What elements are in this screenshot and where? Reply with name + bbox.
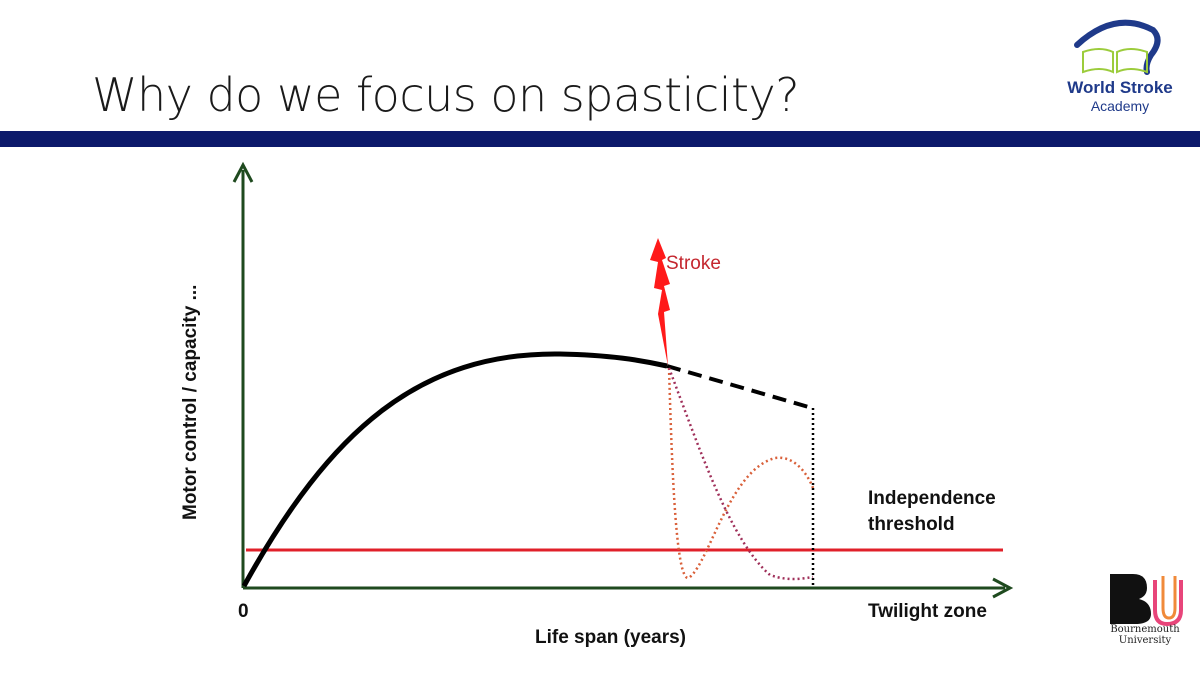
stroke-label: Stroke: [666, 253, 721, 274]
recovery-curve-a: [667, 367, 815, 580]
expected-decline-dashed: [666, 364, 813, 410]
threshold-label-line1: Independence: [868, 488, 996, 509]
x-origin-label: 0: [238, 601, 249, 622]
header-bar: [0, 131, 1200, 147]
academy-logo-text: Academy: [1090, 98, 1150, 114]
y-axis: [232, 161, 254, 588]
y-axis-label: Motor control / capacity ...: [180, 284, 201, 520]
bournemouth-university-logo: [1110, 574, 1183, 627]
world-stroke-logo-text: World Stroke: [1067, 78, 1173, 97]
world-stroke-academy-logo: [1074, 19, 1161, 75]
capacity-curve: [241, 351, 668, 588]
stroke-lightning-icon: [650, 238, 670, 366]
recovery-curve-b: [667, 367, 814, 581]
bournemouth-logo-text: Bournemouth University: [1110, 624, 1180, 646]
x-axis-label: Life span (years): [535, 627, 686, 648]
slide-title: Why do we focus on spasticity?: [92, 68, 800, 122]
x-axis: [243, 577, 1014, 599]
twilight-zone-label: Twilight zone: [868, 601, 987, 622]
threshold-label-line2: threshold: [868, 514, 955, 535]
